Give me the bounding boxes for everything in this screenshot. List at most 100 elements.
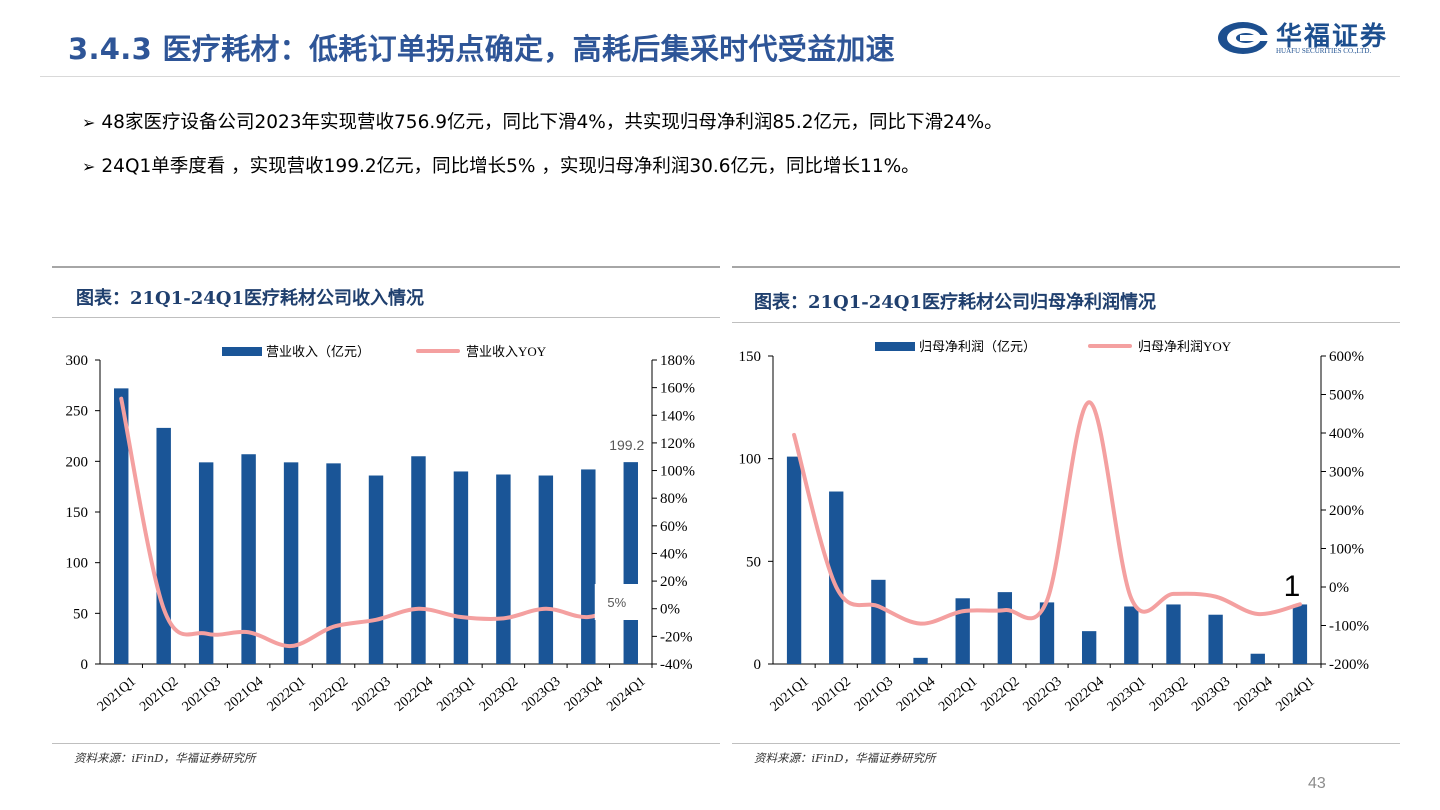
x-tick-label: 2023Q3 (1189, 674, 1233, 714)
y-tick-label: 100 (739, 452, 762, 468)
x-tick-label: 2022Q3 (350, 674, 394, 714)
x-tick-label: 2022Q2 (978, 674, 1022, 714)
bar (326, 463, 341, 664)
legend-line-label: 营业收入YOY (466, 344, 547, 359)
bar (955, 598, 970, 664)
x-tick-label: 2024Q1 (1273, 674, 1317, 714)
bullet-text: 48家医疗设备公司2023年实现营收756.9亿元，同比下滑4%，共实现归母净利… (101, 112, 1003, 133)
legend-bar-label: 营业收入（亿元） (266, 344, 370, 359)
logo-text-cn: 华福证券 (1276, 22, 1389, 52)
bar (913, 657, 928, 664)
x-tick-label: 2023Q1 (1105, 674, 1149, 714)
y2-tick-label: 20% (660, 574, 688, 590)
legend-bar-swatch (875, 342, 915, 351)
right-chart-source: 资料来源：iFinD，华福证券研究所 (754, 751, 936, 765)
bullet-item: ➢ 48家医疗设备公司2023年实现营收756.9亿元，同比下滑4%，共实现归母净… (82, 108, 1003, 134)
bar (156, 427, 171, 664)
y2-tick-label: 100% (660, 464, 695, 480)
title-divider (40, 76, 1400, 77)
bar (1039, 602, 1055, 664)
bar (1124, 606, 1139, 664)
bar (1292, 604, 1308, 664)
bar (1081, 631, 1097, 664)
logo-swirl-icon (1218, 22, 1270, 54)
bar (1208, 614, 1223, 664)
y-tick-label: 300 (66, 353, 89, 369)
x-tick-label: 2021Q4 (894, 674, 938, 714)
yoy-line (792, 400, 1302, 626)
page-number: 43 (1308, 775, 1326, 792)
data-label: 1 (1284, 570, 1301, 603)
x-tick-label: 2024Q1 (604, 674, 648, 714)
x-tick-label: 2021Q1 (95, 674, 139, 714)
y2-tick-label: 40% (660, 546, 688, 562)
bar (871, 579, 886, 664)
company-logo: 华福证券 HUAFU SECURITIES CO.,LTD. (1216, 14, 1392, 60)
right-panel-title-rule (732, 322, 1400, 323)
bar (283, 462, 299, 664)
arrow-bullet-icon: ➢ (82, 157, 96, 176)
yoy-line (119, 396, 633, 649)
y2-tick-label: 600% (1329, 349, 1364, 365)
left-chart-title: 图表：21Q1-24Q1医疗耗材公司收入情况 (76, 288, 424, 309)
y-tick-label: 0 (754, 657, 762, 673)
legend-bar-swatch (222, 347, 262, 356)
y2-tick-label: -100% (1329, 619, 1369, 635)
y2-tick-label: 300% (1329, 465, 1364, 481)
right-chart-title: 图表：21Q1-24Q1医疗耗材公司归母净利润情况 (754, 292, 1156, 313)
right-panel-top-rule (732, 266, 1400, 268)
y2-tick-label: 140% (660, 408, 695, 424)
left-panel-title-rule (52, 317, 720, 318)
left-panel-top-rule (52, 266, 720, 268)
left-chart-source: 资料来源：iFinD，华福证券研究所 (74, 751, 256, 765)
x-tick-label: 2021Q4 (222, 674, 266, 714)
revenue-chart: 0 50 100 150 200 250 300 -40% -20% 0% 20% 40% 60% 80%… (66, 344, 696, 715)
data-label-bg (594, 584, 641, 620)
y2-tick-label: 0% (1329, 580, 1349, 596)
y2-tick-label: 180% (660, 353, 695, 369)
logo-text-en: HUAFU SECURITIES CO.,LTD. (1276, 47, 1372, 55)
bar (198, 462, 214, 664)
bar (496, 474, 511, 664)
bar (1166, 604, 1181, 664)
x-tick-label: 2021Q3 (180, 674, 224, 714)
x-tick-label: 2023Q4 (1231, 674, 1275, 714)
y-tick-label: 50 (73, 606, 88, 622)
y2-tick-label: 200% (1329, 503, 1364, 519)
bar (453, 471, 469, 664)
y-tick-label: 0 (81, 657, 89, 673)
y-tick-label: 100 (66, 556, 89, 572)
x-tick-label: 2022Q2 (307, 674, 351, 714)
x-tick-label: 2022Q4 (1063, 674, 1107, 714)
x-tick-label: 2022Q4 (392, 674, 436, 714)
y2-tick-label: 500% (1329, 388, 1364, 404)
y2-tick-label: -200% (1329, 657, 1369, 673)
bar (1250, 653, 1265, 664)
x-tick-label: 2022Q1 (265, 674, 309, 714)
x-tick-label: 2023Q2 (1147, 674, 1191, 714)
x-tick-label: 2021Q2 (137, 674, 181, 714)
x-tick-label: 2023Q4 (562, 674, 606, 714)
bar (114, 388, 129, 664)
y-tick-label: 50 (746, 554, 761, 570)
y2-tick-label: 0% (660, 602, 680, 618)
y2-tick-label: 60% (660, 519, 688, 535)
bar (623, 462, 638, 664)
y2-tick-label: 400% (1329, 426, 1364, 442)
bar (538, 475, 554, 664)
x-tick-label: 2021Q1 (768, 674, 812, 714)
yoy-data-label: 5% (607, 595, 626, 610)
page-title: 3.4.3 医疗耗材：低耗订单拐点确定，高耗后集采时代受益加速 (68, 32, 895, 66)
y-tick-label: 150 (739, 349, 762, 365)
y2-tick-label: -20% (660, 629, 693, 645)
bar (997, 592, 1013, 664)
bullet-text: 24Q1单季度看 ，实现营收199.2亿元，同比增长5% ，实现归母净利润30.… (101, 156, 920, 177)
x-tick-label: 2023Q2 (477, 674, 521, 714)
arrow-bullet-icon: ➢ (82, 113, 96, 132)
y2-tick-label: 80% (660, 491, 688, 507)
y-tick-label: 150 (66, 505, 89, 521)
legend-bar-label: 归母净利润（亿元） (919, 339, 1036, 354)
y-tick-label: 250 (66, 404, 89, 420)
bullet-item: ➢ 24Q1单季度看 ，实现营收199.2亿元，同比增长5% ，实现归母净利润30… (82, 152, 920, 178)
bar (581, 469, 596, 664)
